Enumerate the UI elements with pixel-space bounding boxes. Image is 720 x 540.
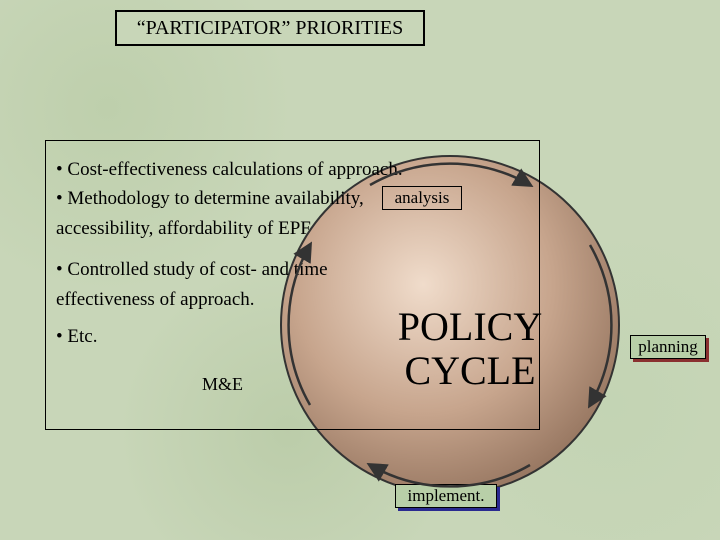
bullet-3: accessibility, affordability of EPF bbox=[56, 214, 529, 243]
label-implement: implement. bbox=[395, 484, 497, 508]
title-text: “PARTICIPATOR” PRIORITIES bbox=[137, 17, 403, 40]
label-me: M&E bbox=[196, 373, 249, 396]
label-analysis: analysis bbox=[382, 186, 462, 210]
policy-cycle-label: POLICY CYCLE bbox=[365, 305, 575, 393]
bullet-1: • Cost-effectiveness calculations of app… bbox=[56, 155, 529, 184]
bullet-4: • Controlled study of cost- and time bbox=[56, 255, 529, 284]
title-box: “PARTICIPATOR” PRIORITIES bbox=[115, 10, 425, 46]
label-planning: planning bbox=[630, 335, 706, 359]
